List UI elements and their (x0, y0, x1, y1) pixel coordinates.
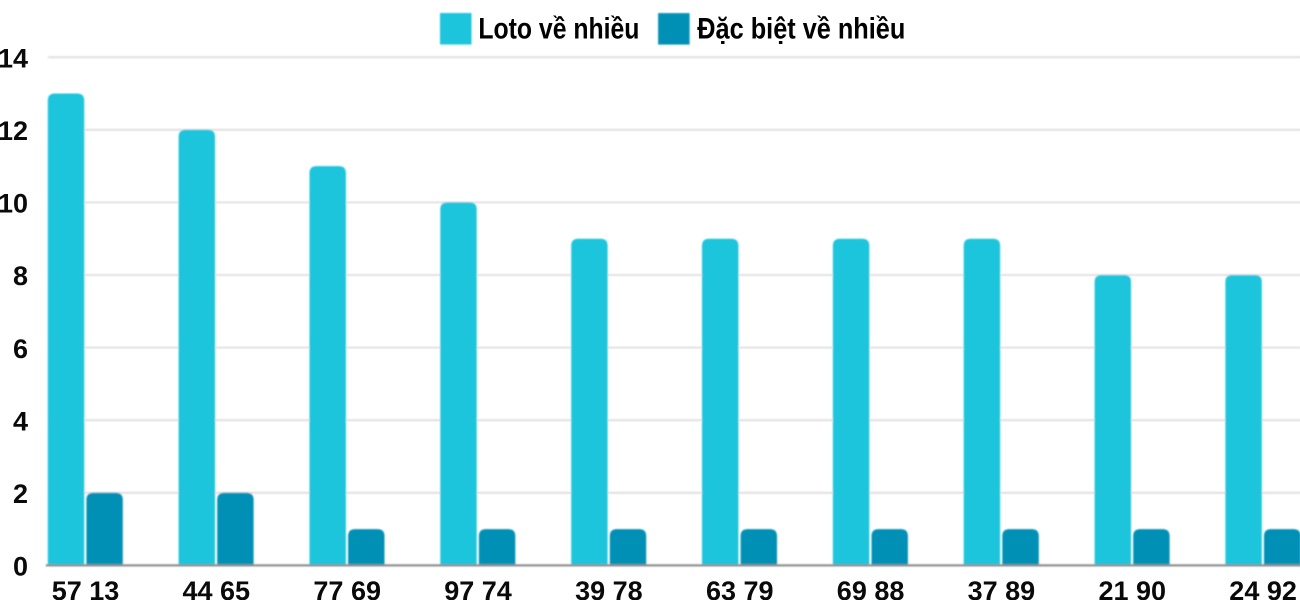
svg-text:97 74: 97 74 (444, 576, 512, 600)
svg-text:77 69: 77 69 (313, 576, 381, 600)
svg-text:39 78: 39 78 (575, 576, 643, 600)
svg-text:6: 6 (13, 334, 28, 364)
svg-text:57 13: 57 13 (52, 576, 120, 600)
svg-text:21 90: 21 90 (1099, 576, 1167, 600)
svg-text:69 88: 69 88 (837, 576, 905, 600)
svg-text:44 65: 44 65 (183, 576, 251, 600)
svg-text:63 79: 63 79 (706, 576, 774, 600)
svg-text:0: 0 (13, 552, 28, 582)
svg-text:24 92: 24 92 (1229, 576, 1297, 600)
svg-text:8: 8 (13, 261, 28, 291)
svg-text:12: 12 (0, 116, 28, 146)
svg-text:14: 14 (0, 43, 28, 73)
svg-text:4: 4 (13, 406, 28, 436)
svg-text:Loto về nhiều: Loto về nhiều (478, 13, 639, 46)
svg-text:2: 2 (13, 479, 28, 509)
svg-text:37 89: 37 89 (968, 576, 1036, 600)
svg-text:10: 10 (0, 189, 28, 219)
svg-text:Đặc biệt về nhiều: Đặc biệt về nhiều (697, 13, 905, 46)
